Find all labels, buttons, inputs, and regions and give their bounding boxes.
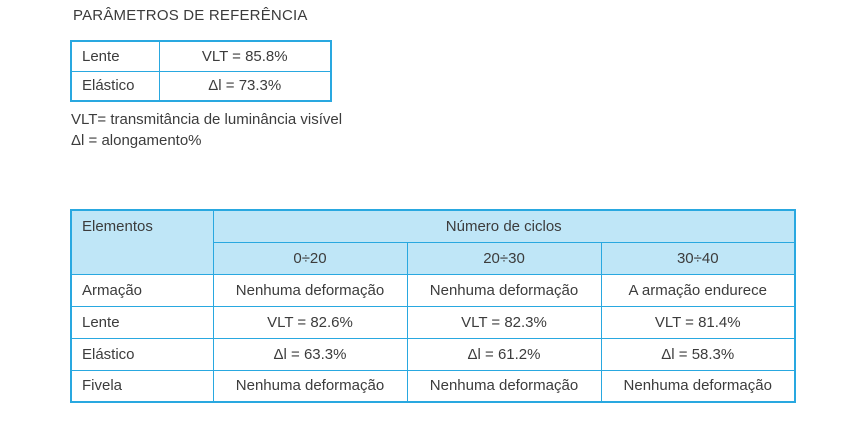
- column-header-elementos: Elementos: [70, 209, 214, 275]
- column-header-range-3: 30÷40: [600, 241, 796, 275]
- table-cell: VLT = 82.6%: [212, 305, 408, 339]
- table-row: Elástico Δl = 73.3%: [70, 70, 332, 102]
- page-title: PARÂMETROS DE REFERÊNCIA: [73, 7, 308, 24]
- group-header-numero-de-ciclos: Número de ciclos: [212, 209, 796, 243]
- table-cell: Nenhuma deformação: [212, 273, 408, 307]
- table-row: Lente VLT = 85.8%: [70, 40, 332, 72]
- ref-row-value: Δl = 73.3%: [158, 70, 332, 102]
- row-label: Lente: [70, 305, 214, 339]
- table-cell: Δl = 63.3%: [212, 337, 408, 371]
- table-cell: A armação endurece: [600, 273, 796, 307]
- table-row-fivela: Fivela Nenhuma deformação Nenhuma deform…: [70, 369, 796, 403]
- legend-line-vlt: VLT= transmitância de luminância visível: [71, 111, 343, 128]
- row-label: Elástico: [70, 337, 214, 371]
- ref-row-value: VLT = 85.8%: [158, 40, 332, 72]
- table-cell: Nenhuma deformação: [600, 369, 796, 403]
- column-header-range-2: 20÷30: [406, 241, 602, 275]
- legend: VLT= transmitância de luminância visível…: [71, 109, 342, 151]
- table-cell: VLT = 81.4%: [600, 305, 796, 339]
- cycles-results-table: Elementos Número de ciclos 0÷20 20÷30 30…: [70, 209, 796, 403]
- table-cell: Nenhuma deformação: [406, 273, 602, 307]
- table-subheader-row: 0÷20 20÷30 30÷40: [71, 241, 796, 275]
- column-header-range-1: 0÷20: [212, 241, 408, 275]
- table-cell: VLT = 82.3%: [406, 305, 602, 339]
- legend-line-delta: Δl = alongamento%: [71, 132, 202, 149]
- reference-parameters-table: Lente VLT = 85.8% Elástico Δl = 73.3%: [70, 40, 332, 102]
- table-row-armacao: Armação Nenhuma deformação Nenhuma defor…: [70, 273, 796, 307]
- table-cell: Δl = 58.3%: [600, 337, 796, 371]
- table-cell: Δl = 61.2%: [406, 337, 602, 371]
- row-label: Armação: [70, 273, 214, 307]
- table-cell: Nenhuma deformação: [212, 369, 408, 403]
- row-label: Fivela: [70, 369, 214, 403]
- ref-row-label: Lente: [70, 40, 160, 72]
- table-header-row: Elementos Número de ciclos: [70, 209, 796, 275]
- table-cell: Nenhuma deformação: [406, 369, 602, 403]
- ref-row-label: Elástico: [70, 70, 160, 102]
- table-row-elastico: Elástico Δl = 63.3% Δl = 61.2% Δl = 58.3…: [70, 337, 796, 371]
- table-row-lente: Lente VLT = 82.6% VLT = 82.3% VLT = 81.4…: [70, 305, 796, 339]
